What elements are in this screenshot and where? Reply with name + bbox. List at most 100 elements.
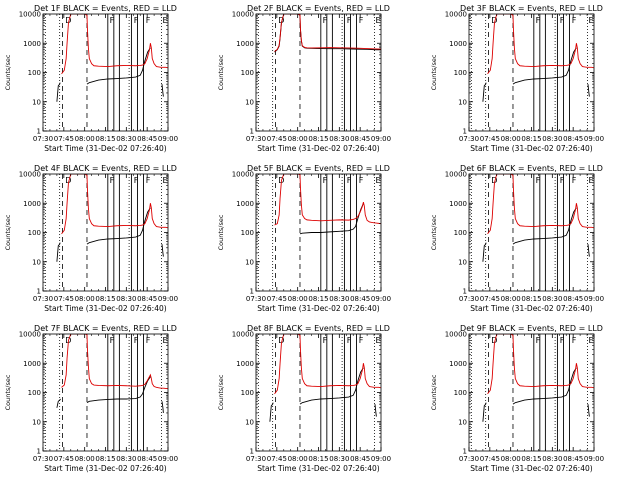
x-tick-label: 07:45 — [54, 135, 74, 143]
x-tick-label: 08:15 — [308, 295, 328, 303]
panel-det-7: Det 7F BLACK = Events, RED = LLD Counts/s… — [4, 324, 178, 473]
x-tick-label: 08:15 — [308, 135, 328, 143]
y-tick-label: 10 — [32, 418, 41, 426]
x-tick-label: 08:00 — [75, 455, 95, 463]
x-tick-label: 07:30 — [246, 135, 266, 143]
y-axis-label: Counts/sec — [430, 54, 438, 90]
series-group — [274, 174, 381, 235]
x-tick-label: 08:00 — [501, 295, 521, 303]
panel-title: Det 8F BLACK = Events, RED = LLD — [247, 324, 390, 333]
marker-letter: F — [347, 16, 352, 25]
x-tick-label: 07:45 — [54, 295, 74, 303]
plot-frame — [42, 13, 169, 132]
panel-title: Det 1F BLACK = Events, RED = LLD — [34, 4, 177, 13]
x-axis-label: Start Time (31-Dec-02 07:26:40) — [44, 144, 166, 153]
marker-letter: F — [536, 176, 541, 185]
x-tick-label: 08:45 — [350, 135, 370, 143]
marker-letter: F — [536, 16, 541, 25]
x-tick-label: 09:00 — [371, 455, 391, 463]
y-tick-label: 100 — [28, 389, 41, 397]
x-tick-label: 08:15 — [95, 295, 115, 303]
lld-line — [61, 174, 168, 235]
x-axis-label: Start Time (31-Dec-02 07:26:40) — [44, 464, 166, 473]
y-tick-label: 1 — [250, 288, 254, 296]
panel-title: Det 4F BLACK = Events, RED = LLD — [34, 164, 177, 173]
y-tick-label: 10 — [458, 258, 467, 266]
marker-letter: E — [162, 176, 167, 185]
y-tick-label: 1 — [37, 128, 41, 136]
marker-letter: D — [491, 16, 497, 25]
x-tick-label: 09:00 — [371, 135, 391, 143]
y-tick-label: 1 — [463, 448, 467, 456]
y-tick-label: 1000 — [236, 200, 254, 208]
panel-det-4: Det 4F BLACK = Events, RED = LLD Counts/s… — [4, 164, 178, 313]
x-tick-label: 08:45 — [563, 135, 583, 143]
x-tick-label: 08:30 — [329, 135, 349, 143]
events-line — [374, 404, 377, 417]
x-tick-label: 08:30 — [116, 455, 136, 463]
events-line — [482, 82, 487, 102]
events-line — [56, 242, 61, 262]
y-tick-label: 10 — [458, 98, 467, 106]
y-tick-label: 10000 — [445, 11, 467, 19]
y-tick-label: 100 — [241, 229, 254, 237]
x-tick-label: 08:30 — [542, 135, 562, 143]
y-tick-label: 100 — [241, 389, 254, 397]
x-tick-label: 09:00 — [158, 295, 178, 303]
series-group — [482, 334, 594, 422]
marker-letter: D — [278, 336, 284, 345]
x-tick-label: 08:45 — [350, 455, 370, 463]
y-axis-label: Counts/sec — [4, 54, 12, 90]
lld-line — [274, 334, 381, 395]
x-tick-label: 08:30 — [329, 455, 349, 463]
panel-det-1: Det 1F BLACK = Events, RED = LLD Counts/s… — [4, 4, 178, 153]
marker-letter: F — [134, 16, 139, 25]
y-tick-label: 1000 — [449, 200, 467, 208]
y-axis-label: Counts/sec — [217, 54, 225, 90]
y-axis-label: Counts/sec — [430, 374, 438, 410]
x-tick-label: 08:00 — [288, 135, 308, 143]
marker-letter: D — [278, 16, 284, 25]
x-tick-label: 08:15 — [95, 135, 115, 143]
events-line — [86, 47, 151, 85]
x-axis-label: Start Time (31-Dec-02 07:26:40) — [44, 304, 166, 313]
x-tick-label: 08:15 — [521, 455, 541, 463]
x-tick-label: 08:00 — [501, 135, 521, 143]
y-tick-label: 1000 — [236, 40, 254, 48]
marker-letter: F — [134, 336, 139, 345]
x-tick-label: 08:45 — [137, 455, 157, 463]
marker-letter: F — [323, 16, 328, 25]
y-tick-label: 100 — [454, 69, 467, 77]
x-axis-label: Start Time (31-Dec-02 07:26:40) — [470, 304, 592, 313]
marker-letter: F — [572, 176, 577, 185]
panel-title: Det 3F BLACK = Events, RED = LLD — [460, 4, 603, 13]
series-group — [56, 14, 168, 102]
y-tick-label: 1000 — [23, 40, 41, 48]
panel-det-3: Det 3F BLACK = Events, RED = LLD Counts/s… — [430, 4, 604, 153]
events-line — [269, 402, 274, 422]
series-group — [482, 14, 594, 102]
y-tick-label: 10000 — [445, 331, 467, 339]
plot-frame — [255, 13, 382, 132]
plot-frame — [42, 333, 169, 452]
x-tick-label: 07:30 — [33, 455, 53, 463]
series-group — [56, 334, 168, 413]
panel-det-2: Det 2F BLACK = Events, RED = LLD Counts/s… — [217, 4, 391, 153]
events-line — [161, 401, 164, 413]
x-tick-label: 09:00 — [584, 135, 604, 143]
events-line — [512, 207, 577, 245]
x-tick-label: 08:45 — [563, 295, 583, 303]
x-tick-label: 08:15 — [521, 295, 541, 303]
y-tick-label: 100 — [454, 229, 467, 237]
marker-letter: F — [323, 176, 328, 185]
events-line — [56, 398, 61, 408]
marker-letter: F — [134, 176, 139, 185]
marker-letter: E — [162, 336, 167, 345]
y-tick-label: 10000 — [19, 11, 41, 19]
